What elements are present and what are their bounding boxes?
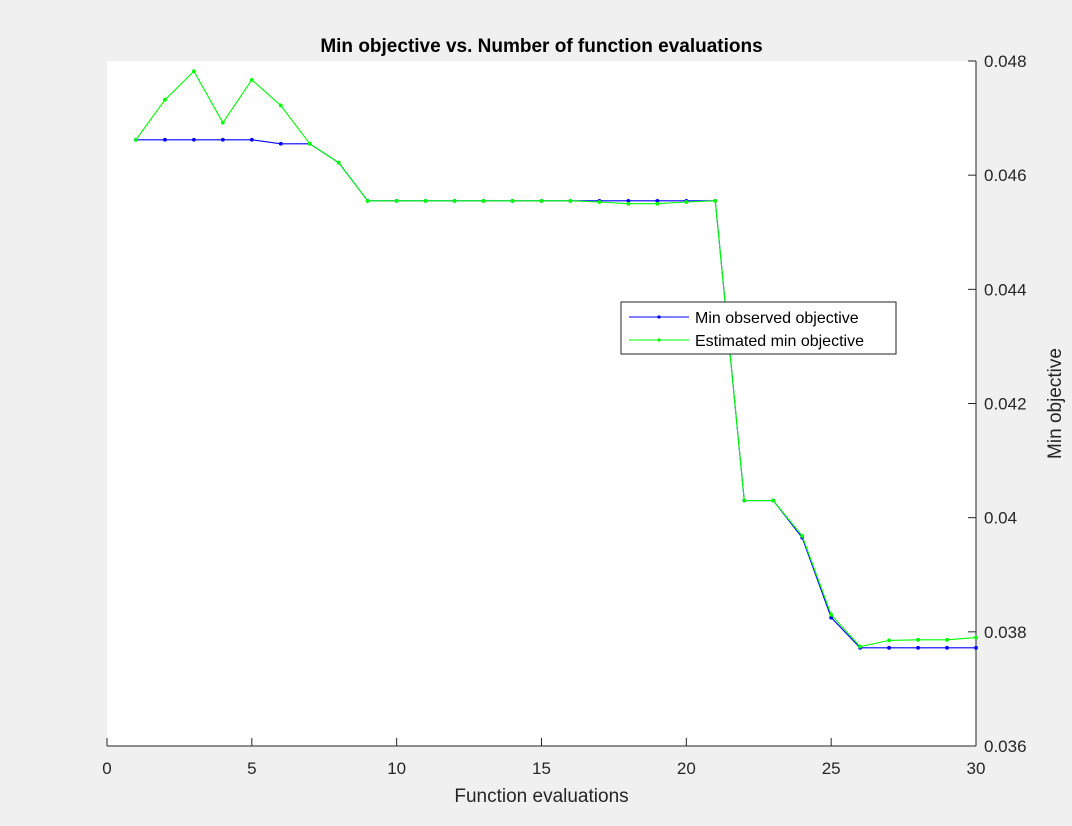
plot-area (107, 61, 976, 746)
legend-box (620, 301, 897, 355)
data-point (191, 69, 196, 74)
y-tick-label: 0.038 (984, 623, 1027, 642)
legend-entry-estimated-min: Estimated min objective (629, 333, 864, 350)
x-tick-label: 25 (822, 759, 841, 778)
data-point (249, 137, 254, 142)
data-point (365, 198, 370, 203)
data-point (887, 645, 892, 650)
x-tick-label: 30 (967, 759, 986, 778)
data-point (423, 198, 428, 203)
series-line (135, 70, 977, 648)
data-point (858, 644, 863, 649)
data-point (945, 637, 949, 642)
data-point (800, 534, 805, 538)
y-tick-label: 0.044 (984, 280, 1027, 299)
data-point (191, 137, 196, 142)
x-axis-label: Function evaluations (454, 786, 628, 807)
x-tick-label: 5 (247, 759, 256, 778)
data-point (974, 635, 978, 640)
x-tick-label: 10 (387, 759, 406, 778)
data-point (771, 498, 776, 503)
data-point (220, 120, 225, 125)
data-point (887, 638, 892, 643)
data-point (452, 198, 457, 203)
y-axis-label: Min objective (1045, 348, 1066, 459)
data-point (829, 612, 834, 617)
data-point (916, 645, 920, 650)
legend: Min observed objective Estimated min obj… (620, 301, 897, 355)
data-point (163, 137, 167, 142)
y-tick-label: 0.036 (984, 737, 1027, 756)
legend-label-min-observed: Min observed objective (695, 310, 859, 327)
y-tick-label: 0.048 (984, 52, 1027, 71)
x-tick-label: 0 (102, 759, 111, 778)
data-point (249, 77, 254, 82)
data-point (510, 198, 515, 203)
data-point (394, 198, 399, 203)
data-point (916, 637, 920, 642)
y-tick-label: 0.046 (984, 166, 1027, 185)
data-point (134, 137, 138, 142)
y-tick-label: 0.042 (984, 395, 1027, 414)
data-point (278, 141, 283, 146)
legend-entry-min-observed: Min observed objective (629, 310, 859, 327)
data-point (684, 200, 689, 204)
legend-marker-min-observed (657, 315, 661, 319)
legend-marker-estimated-min (657, 338, 661, 342)
data-point (742, 498, 747, 503)
x-ticks: 0 5 10 15 20 25 30 (102, 738, 985, 778)
chart-title: Min objective vs. Number of function eva… (320, 36, 762, 57)
legend-label-estimated-min: Estimated min objective (695, 333, 864, 350)
y-ticks: 0.036 0.038 0.04 0.042 0.044 0.046 0.048 (968, 52, 1027, 756)
data-point (713, 198, 718, 203)
series-layer (134, 69, 978, 650)
data-point (307, 141, 312, 146)
data-point (163, 97, 167, 102)
data-point (481, 198, 486, 203)
y-tick-label: 0.04 (984, 509, 1017, 528)
data-point (945, 645, 949, 650)
data-point (655, 201, 660, 206)
data-point (336, 160, 341, 165)
x-tick-label: 20 (677, 759, 696, 778)
data-point (568, 198, 573, 203)
x-tick-label: 15 (532, 759, 551, 778)
estimated-min-series (134, 69, 978, 649)
data-point (220, 137, 225, 142)
data-point (974, 645, 978, 650)
data-point (539, 198, 544, 203)
data-point (597, 200, 602, 204)
data-point (278, 103, 283, 108)
data-point (626, 201, 631, 206)
